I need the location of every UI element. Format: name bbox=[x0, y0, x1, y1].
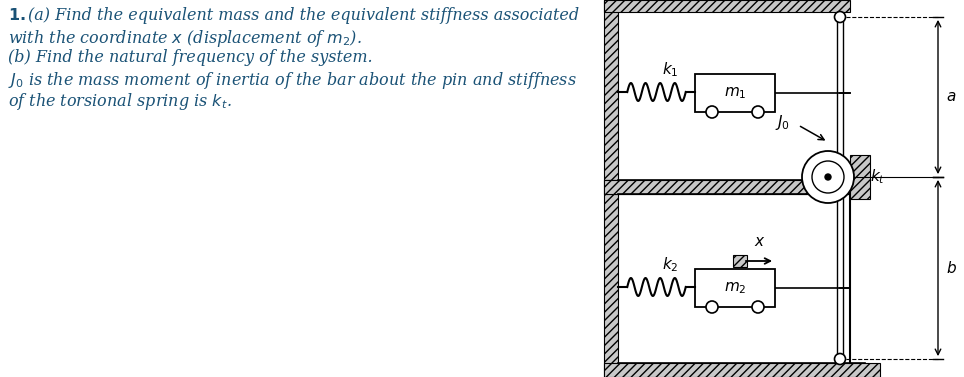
Text: $m_1$: $m_1$ bbox=[724, 85, 746, 101]
Text: of the torsional spring is $k_t$.: of the torsional spring is $k_t$. bbox=[8, 91, 231, 112]
Circle shape bbox=[812, 161, 844, 193]
Circle shape bbox=[706, 301, 718, 313]
Text: (a) Find the equivalent mass and the equivalent stiffness associated: (a) Find the equivalent mass and the equ… bbox=[28, 7, 579, 24]
Circle shape bbox=[825, 174, 831, 180]
Bar bbox=[695, 269, 775, 307]
Text: with the coordinate $x$ (displacement of $m_2$).: with the coordinate $x$ (displacement of… bbox=[8, 28, 362, 49]
Circle shape bbox=[802, 151, 854, 203]
Text: $J_0$: $J_0$ bbox=[775, 112, 790, 132]
Bar bbox=[604, 194, 618, 377]
Circle shape bbox=[752, 106, 764, 118]
Bar bbox=[733, 255, 747, 267]
Text: $k_t$: $k_t$ bbox=[870, 168, 885, 186]
Text: $k_1$: $k_1$ bbox=[661, 60, 679, 79]
Bar bbox=[604, 363, 880, 377]
Circle shape bbox=[752, 301, 764, 313]
Bar bbox=[604, 0, 850, 12]
Bar bbox=[695, 74, 775, 112]
Text: $\mathbf{1.}$: $\mathbf{1.}$ bbox=[8, 7, 26, 24]
Bar bbox=[604, 180, 850, 194]
Bar bbox=[850, 155, 870, 199]
Circle shape bbox=[835, 354, 845, 365]
Text: $m_2$: $m_2$ bbox=[724, 280, 746, 296]
Circle shape bbox=[835, 12, 845, 23]
Text: $k_2$: $k_2$ bbox=[661, 255, 679, 274]
Circle shape bbox=[706, 106, 718, 118]
Text: $a$: $a$ bbox=[946, 90, 956, 104]
Text: $b$: $b$ bbox=[946, 260, 957, 276]
Bar bbox=[604, 0, 618, 180]
Text: $x$: $x$ bbox=[754, 235, 765, 249]
Bar bbox=[604, 180, 850, 194]
Text: (b) Find the natural frequency of the system.: (b) Find the natural frequency of the sy… bbox=[8, 49, 373, 66]
Text: $J_0$ is the mass moment of inertia of the bar about the pin and stiffness: $J_0$ is the mass moment of inertia of t… bbox=[8, 70, 576, 91]
